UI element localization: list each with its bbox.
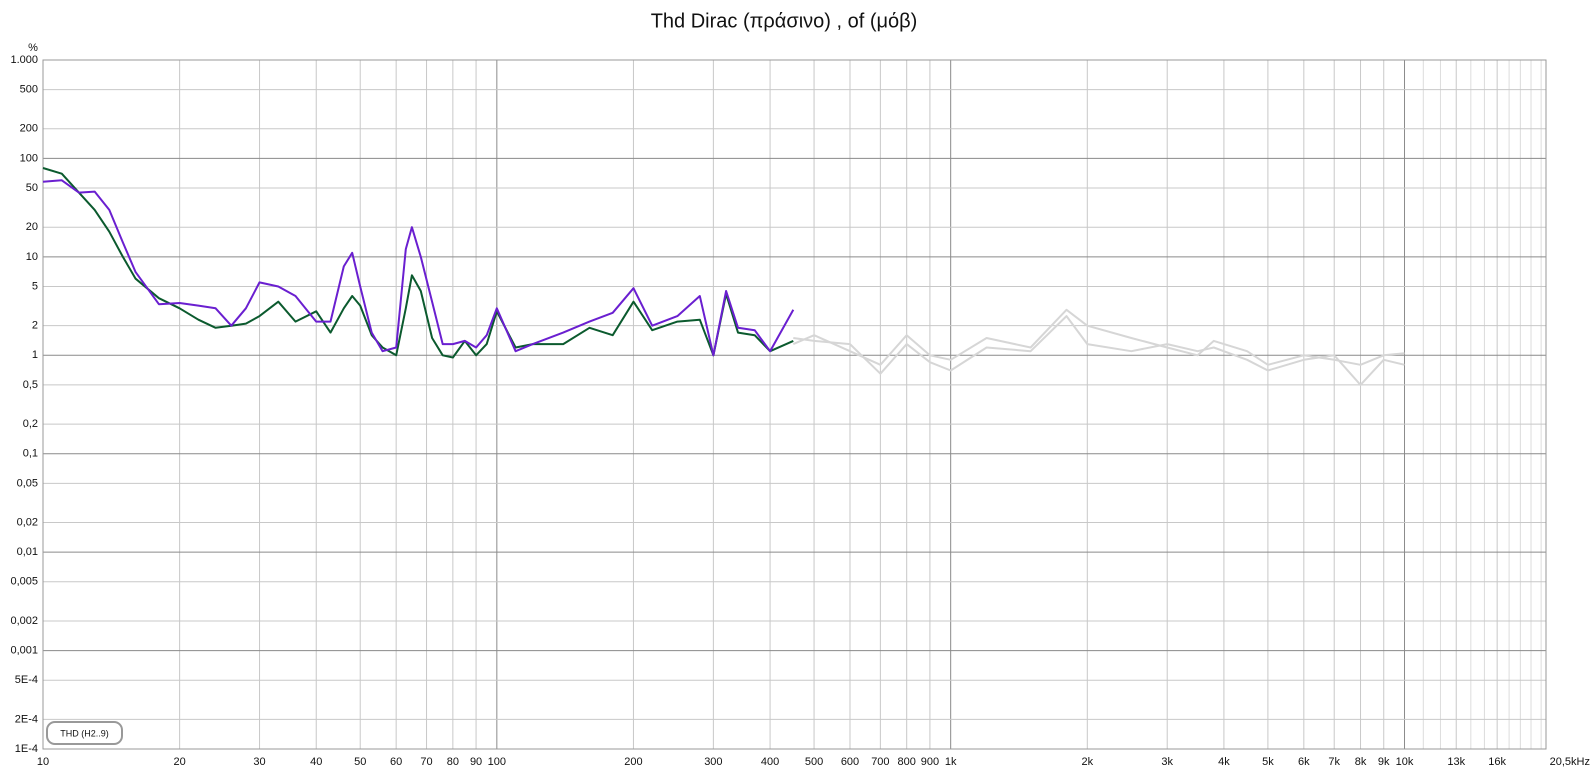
x-tick-label: 400 — [761, 756, 779, 768]
y-tick-label: 2 — [32, 320, 38, 332]
x-tick-label: 80 — [447, 756, 459, 768]
x-tick-label: 16k — [1488, 756, 1506, 768]
x-tick-label: 900 — [921, 756, 939, 768]
plot-area — [43, 60, 1546, 749]
y-tick-label: 50 — [26, 182, 38, 194]
x-tick-label: 13k — [1447, 756, 1465, 768]
y-tick-label: 500 — [20, 84, 38, 96]
y-tick-label: 0,2 — [23, 418, 38, 430]
plot-border — [42, 59, 1547, 750]
y-tick-label: 5 — [32, 280, 38, 292]
y-axis-unit: % — [28, 42, 38, 54]
y-tick-label: 1E-4 — [15, 743, 38, 755]
x-tick-label: 50 — [354, 756, 366, 768]
data-line — [792, 308, 1405, 366]
x-tick-label: 10k — [1396, 756, 1414, 768]
data-line — [42, 179, 795, 357]
x-tick-label: 100 — [488, 756, 506, 768]
y-tick-label: 0,002 — [10, 615, 38, 627]
y-tick-label: 20 — [26, 221, 38, 233]
legend-box — [46, 721, 123, 745]
y-tick-label: 200 — [20, 123, 38, 135]
x-tick-label: 9k — [1378, 756, 1390, 768]
y-tick-label: 5E-4 — [15, 674, 38, 686]
x-tick-label: 7k — [1328, 756, 1340, 768]
x-tick-label: 3k — [1161, 756, 1173, 768]
x-tick-label: 800 — [898, 756, 916, 768]
x-tick-label: 10 — [37, 756, 49, 768]
y-tick-label: 0,02 — [17, 516, 38, 528]
x-tick-label: 70 — [420, 756, 432, 768]
x-tick-label: 20,5kHz — [1550, 756, 1590, 768]
y-tick-label: 1 — [32, 349, 38, 361]
legend-label: THD (H2..9) — [60, 728, 109, 738]
x-tick-label: 2k — [1081, 756, 1093, 768]
x-tick-label: 90 — [470, 756, 482, 768]
y-tick-label: 0,5 — [23, 379, 38, 391]
x-tick-label: 500 — [805, 756, 823, 768]
y-tick-label: 0,1 — [23, 448, 38, 460]
x-tick-label: 20 — [173, 756, 185, 768]
x-tick-label: 200 — [624, 756, 642, 768]
x-tick-label: 60 — [390, 756, 402, 768]
x-tick-label: 8k — [1355, 756, 1367, 768]
x-tick-label: 1k — [945, 756, 957, 768]
y-tick-label: 0,01 — [17, 546, 38, 558]
y-tick-label: 0,05 — [17, 477, 38, 489]
data-line — [42, 167, 794, 359]
y-tick-label: 1.000 — [10, 54, 38, 66]
x-tick-label: 30 — [253, 756, 265, 768]
x-tick-label: 700 — [871, 756, 889, 768]
y-tick-label: 0,005 — [10, 576, 38, 588]
y-tick-label: 2E-4 — [15, 713, 38, 725]
chart-title: Thd Dirac (πράσινο) , of (μόβ) — [651, 10, 918, 32]
x-tick-label: 5k — [1262, 756, 1274, 768]
x-tick-label: 600 — [841, 756, 859, 768]
x-tick-label: 4k — [1218, 756, 1230, 768]
y-tick-label: 0,001 — [10, 644, 38, 656]
x-tick-label: 6k — [1298, 756, 1310, 768]
y-tick-label: 100 — [20, 152, 38, 164]
y-tick-label: 10 — [26, 251, 38, 263]
x-tick-label: 40 — [310, 756, 322, 768]
x-tick-label: 300 — [704, 756, 722, 768]
